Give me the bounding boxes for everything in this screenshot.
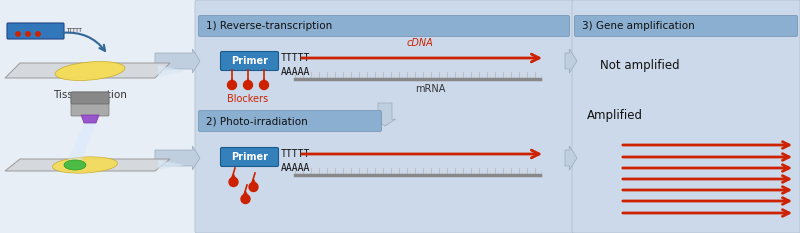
Text: TTTTT: TTTTT [66, 28, 82, 34]
Polygon shape [243, 190, 248, 195]
Circle shape [241, 195, 250, 203]
Text: Amplified: Amplified [587, 109, 643, 121]
Polygon shape [230, 78, 234, 82]
Polygon shape [565, 146, 577, 170]
FancyBboxPatch shape [572, 0, 800, 233]
Circle shape [259, 80, 269, 89]
Polygon shape [5, 159, 170, 171]
Circle shape [26, 32, 30, 36]
Text: 2) Photo-irradiation: 2) Photo-irradiation [206, 116, 308, 126]
Polygon shape [262, 78, 266, 82]
Polygon shape [155, 146, 200, 170]
Circle shape [249, 182, 258, 192]
FancyBboxPatch shape [7, 23, 64, 39]
Text: cDNA: cDNA [406, 38, 434, 48]
Ellipse shape [53, 157, 118, 173]
Polygon shape [158, 165, 185, 170]
Polygon shape [158, 65, 185, 71]
Text: Primer: Primer [231, 152, 268, 162]
Polygon shape [565, 49, 577, 73]
Circle shape [243, 80, 253, 89]
Polygon shape [246, 78, 250, 82]
Polygon shape [158, 160, 185, 165]
Text: 1) Reverse-transcription: 1) Reverse-transcription [206, 21, 332, 31]
Text: Blockers: Blockers [227, 94, 269, 104]
FancyBboxPatch shape [574, 16, 798, 37]
Polygon shape [231, 173, 236, 178]
Circle shape [227, 80, 237, 89]
Circle shape [16, 32, 20, 36]
Ellipse shape [55, 62, 125, 80]
Text: Tissue section: Tissue section [53, 90, 127, 100]
Circle shape [229, 178, 238, 186]
Polygon shape [5, 63, 170, 78]
FancyBboxPatch shape [71, 92, 109, 104]
FancyBboxPatch shape [198, 110, 382, 131]
FancyBboxPatch shape [221, 51, 278, 71]
FancyBboxPatch shape [198, 16, 570, 37]
Text: TTTTT: TTTTT [281, 53, 310, 63]
Circle shape [36, 32, 40, 36]
Ellipse shape [64, 160, 86, 170]
FancyBboxPatch shape [71, 92, 109, 116]
Text: Not amplified: Not amplified [600, 58, 680, 72]
Polygon shape [158, 71, 185, 77]
Polygon shape [155, 49, 200, 73]
Polygon shape [374, 103, 395, 126]
Text: 3) Gene amplification: 3) Gene amplification [582, 21, 694, 31]
Polygon shape [81, 115, 99, 123]
FancyBboxPatch shape [195, 0, 574, 233]
Polygon shape [68, 123, 96, 160]
Text: mRNA: mRNA [415, 84, 445, 94]
Text: Primer: Primer [231, 56, 268, 66]
Text: AAAAA: AAAAA [281, 163, 310, 173]
Text: TTTTT: TTTTT [281, 149, 310, 159]
Polygon shape [251, 178, 256, 183]
Text: AAAAA: AAAAA [281, 67, 310, 77]
FancyBboxPatch shape [221, 147, 278, 167]
